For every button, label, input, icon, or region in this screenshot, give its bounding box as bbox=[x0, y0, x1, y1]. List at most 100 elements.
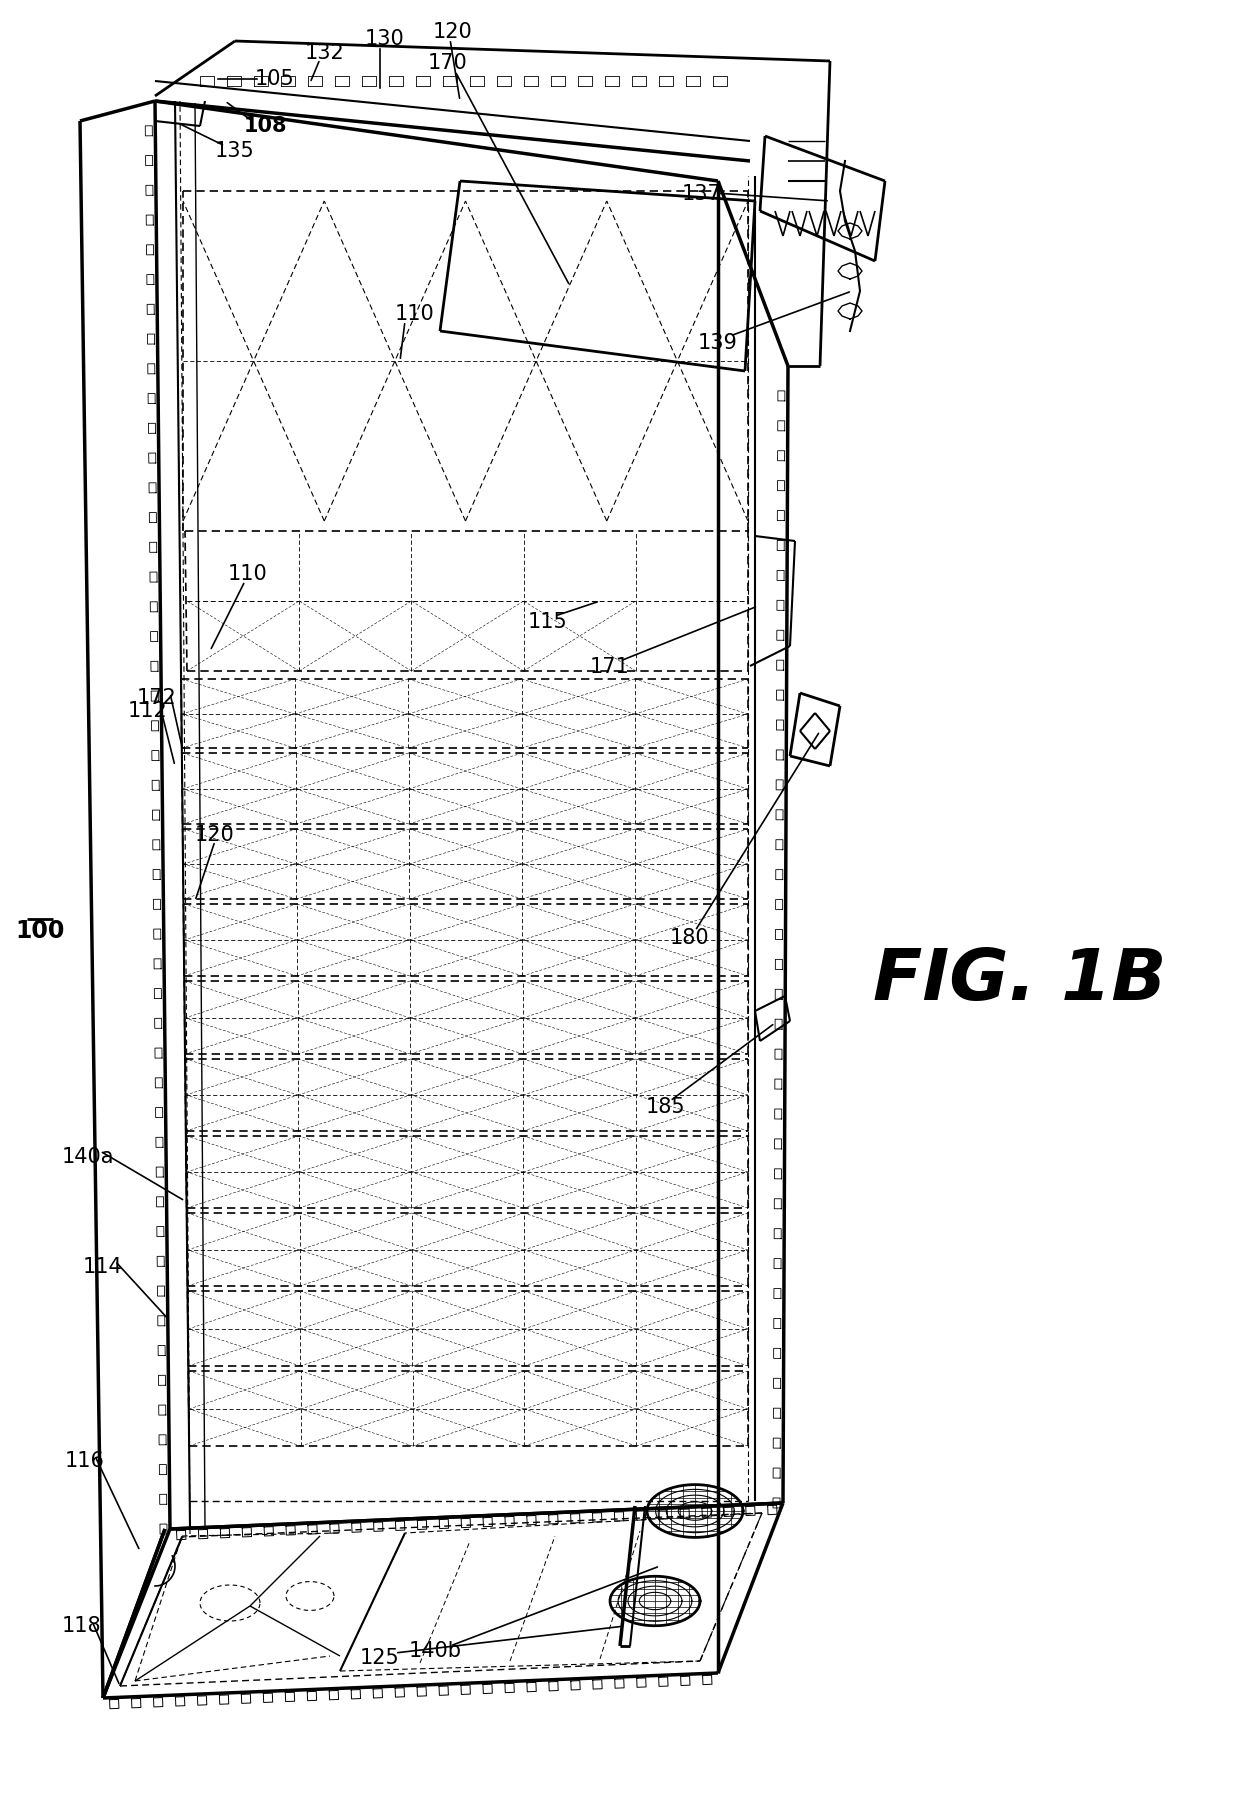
Polygon shape bbox=[146, 214, 154, 225]
Polygon shape bbox=[151, 720, 159, 731]
Polygon shape bbox=[156, 1136, 162, 1147]
Polygon shape bbox=[702, 1507, 712, 1518]
Polygon shape bbox=[505, 1684, 515, 1693]
Polygon shape bbox=[774, 1349, 781, 1358]
Polygon shape bbox=[614, 1511, 624, 1522]
Polygon shape bbox=[146, 245, 154, 256]
Polygon shape bbox=[658, 1509, 667, 1520]
Polygon shape bbox=[109, 1700, 119, 1709]
Polygon shape bbox=[159, 1464, 166, 1475]
Polygon shape bbox=[418, 1520, 427, 1529]
Polygon shape bbox=[154, 899, 160, 910]
Polygon shape bbox=[775, 1050, 782, 1059]
Polygon shape bbox=[373, 1689, 382, 1698]
Polygon shape bbox=[146, 274, 154, 285]
Polygon shape bbox=[636, 1511, 646, 1520]
Text: 108: 108 bbox=[243, 115, 286, 137]
Polygon shape bbox=[148, 364, 155, 375]
Polygon shape bbox=[775, 899, 782, 910]
Polygon shape bbox=[330, 1524, 340, 1533]
Polygon shape bbox=[777, 600, 784, 611]
Polygon shape bbox=[176, 1531, 186, 1540]
Polygon shape bbox=[776, 749, 784, 760]
Polygon shape bbox=[153, 780, 159, 791]
Polygon shape bbox=[505, 1516, 515, 1525]
Polygon shape bbox=[570, 1680, 580, 1689]
Polygon shape bbox=[329, 1691, 339, 1700]
Text: 120: 120 bbox=[433, 22, 472, 41]
Polygon shape bbox=[776, 720, 784, 729]
Polygon shape bbox=[775, 1079, 782, 1090]
Polygon shape bbox=[159, 1376, 165, 1385]
Polygon shape bbox=[146, 186, 153, 195]
Polygon shape bbox=[776, 690, 784, 701]
Polygon shape bbox=[148, 394, 155, 403]
Text: 132: 132 bbox=[305, 43, 345, 63]
Polygon shape bbox=[417, 1688, 427, 1697]
Text: 140b: 140b bbox=[408, 1641, 461, 1661]
Polygon shape bbox=[159, 1435, 166, 1444]
Polygon shape bbox=[776, 661, 784, 670]
Polygon shape bbox=[681, 1677, 689, 1686]
Polygon shape bbox=[527, 1515, 536, 1525]
Polygon shape bbox=[154, 989, 161, 998]
Polygon shape bbox=[724, 1507, 733, 1516]
Polygon shape bbox=[774, 1199, 781, 1208]
Polygon shape bbox=[242, 1695, 250, 1704]
Polygon shape bbox=[149, 423, 155, 434]
Polygon shape bbox=[264, 1527, 274, 1536]
Polygon shape bbox=[155, 1077, 162, 1088]
Text: 115: 115 bbox=[528, 612, 568, 632]
Text: 130: 130 bbox=[365, 29, 405, 49]
Polygon shape bbox=[774, 1439, 780, 1448]
Polygon shape bbox=[775, 929, 782, 940]
Polygon shape bbox=[484, 1518, 492, 1527]
Polygon shape bbox=[157, 1345, 165, 1356]
Text: 185: 185 bbox=[645, 1097, 684, 1117]
Polygon shape bbox=[658, 1677, 668, 1686]
Polygon shape bbox=[175, 1697, 185, 1706]
Polygon shape bbox=[777, 510, 785, 520]
Polygon shape bbox=[157, 1317, 165, 1326]
Polygon shape bbox=[775, 989, 782, 1000]
Polygon shape bbox=[774, 1318, 781, 1329]
Polygon shape bbox=[570, 1513, 580, 1524]
Polygon shape bbox=[773, 1468, 780, 1479]
Polygon shape bbox=[155, 1048, 162, 1059]
Polygon shape bbox=[774, 1259, 781, 1268]
Polygon shape bbox=[482, 1684, 492, 1693]
Polygon shape bbox=[352, 1524, 361, 1533]
Polygon shape bbox=[149, 483, 156, 493]
Polygon shape bbox=[774, 1228, 781, 1239]
Polygon shape bbox=[149, 454, 156, 463]
Text: 110: 110 bbox=[228, 564, 268, 584]
Polygon shape bbox=[156, 1226, 164, 1237]
Polygon shape bbox=[777, 450, 785, 461]
Polygon shape bbox=[197, 1697, 207, 1706]
Text: 112: 112 bbox=[128, 701, 167, 720]
Polygon shape bbox=[160, 1524, 167, 1534]
Text: 139: 139 bbox=[698, 333, 738, 353]
Text: 171: 171 bbox=[590, 657, 630, 677]
Polygon shape bbox=[159, 1405, 166, 1416]
Polygon shape bbox=[285, 1693, 295, 1702]
Polygon shape bbox=[351, 1689, 361, 1698]
Polygon shape bbox=[777, 391, 785, 402]
Polygon shape bbox=[219, 1695, 228, 1704]
Text: 120: 120 bbox=[195, 825, 234, 845]
Polygon shape bbox=[777, 540, 784, 551]
Polygon shape bbox=[221, 1529, 229, 1538]
Polygon shape bbox=[131, 1698, 141, 1707]
Polygon shape bbox=[150, 573, 157, 582]
Polygon shape bbox=[148, 333, 155, 344]
Polygon shape bbox=[775, 1019, 782, 1028]
Polygon shape bbox=[768, 1506, 777, 1515]
Polygon shape bbox=[396, 1522, 404, 1531]
Text: 110: 110 bbox=[396, 304, 435, 324]
Polygon shape bbox=[549, 1682, 558, 1691]
Polygon shape bbox=[286, 1525, 295, 1534]
Text: 100: 100 bbox=[15, 919, 64, 944]
Polygon shape bbox=[150, 542, 156, 553]
Polygon shape bbox=[150, 602, 157, 612]
Polygon shape bbox=[776, 780, 784, 791]
